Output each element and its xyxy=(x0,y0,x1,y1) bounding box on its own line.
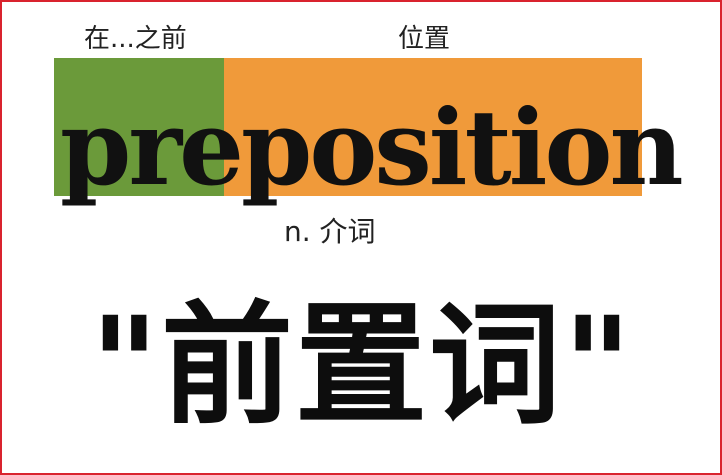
chinese-translation: "前置词" xyxy=(90,288,634,443)
prefix-highlight xyxy=(54,58,224,196)
word-root: position xyxy=(240,86,684,209)
root-highlight xyxy=(224,58,642,196)
english-word: preposition xyxy=(60,96,684,200)
prefix-meaning-label: 在...之前 xyxy=(84,24,187,54)
word-breakdown: preposition xyxy=(54,58,684,200)
part-of-speech-label: n. 介词 xyxy=(284,215,376,248)
word-prefix: pre xyxy=(60,86,244,209)
root-meaning-label: 位置 xyxy=(398,24,451,54)
